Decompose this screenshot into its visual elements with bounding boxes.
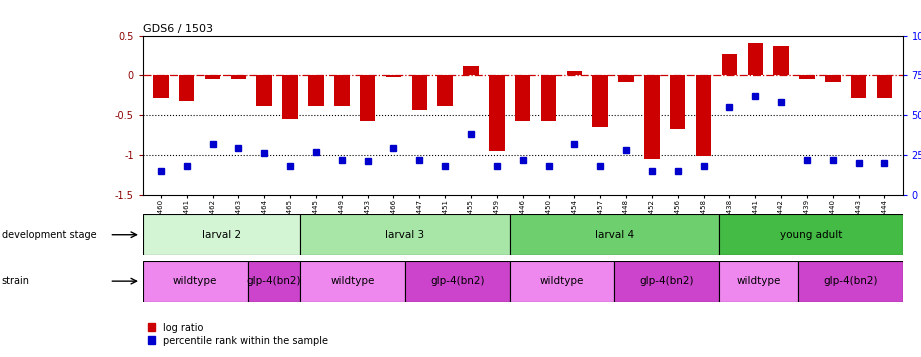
Bar: [256, 75, 272, 106]
Text: glp-4(bn2): glp-4(bn2): [823, 276, 878, 286]
Text: strain: strain: [2, 276, 29, 286]
Text: wildtype: wildtype: [330, 276, 375, 286]
Bar: [592, 75, 608, 127]
Bar: [825, 75, 841, 82]
Bar: [309, 75, 323, 106]
Text: larval 2: larval 2: [202, 230, 241, 240]
Bar: [618, 75, 634, 82]
Bar: [360, 75, 376, 121]
Text: development stage: development stage: [2, 230, 97, 240]
Bar: [153, 75, 169, 98]
Bar: [719, 214, 903, 255]
Bar: [283, 75, 297, 119]
Bar: [143, 261, 248, 302]
Text: wildtype: wildtype: [173, 276, 217, 286]
Bar: [248, 261, 300, 302]
Bar: [404, 261, 509, 302]
Text: GDS6 / 1503: GDS6 / 1503: [143, 24, 213, 34]
Bar: [774, 46, 789, 75]
Bar: [179, 75, 194, 101]
Bar: [799, 75, 815, 79]
Bar: [719, 261, 798, 302]
Legend: log ratio, percentile rank within the sample: log ratio, percentile rank within the sa…: [147, 323, 328, 346]
Bar: [515, 75, 530, 121]
Bar: [386, 75, 402, 77]
Bar: [798, 261, 903, 302]
Bar: [509, 214, 719, 255]
Bar: [722, 54, 737, 75]
Text: glp-4(bn2): glp-4(bn2): [639, 276, 694, 286]
Bar: [230, 75, 246, 79]
Bar: [644, 75, 659, 159]
Bar: [696, 75, 711, 156]
Bar: [614, 261, 719, 302]
Text: young adult: young adult: [780, 230, 842, 240]
Text: wildtype: wildtype: [736, 276, 781, 286]
Bar: [851, 75, 867, 98]
Text: glp-4(bn2): glp-4(bn2): [430, 276, 484, 286]
Text: glp-4(bn2): glp-4(bn2): [247, 276, 301, 286]
Bar: [877, 75, 892, 98]
Bar: [437, 75, 453, 106]
Bar: [463, 66, 479, 75]
Bar: [300, 261, 404, 302]
Bar: [670, 75, 685, 130]
Bar: [489, 75, 505, 151]
Text: larval 3: larval 3: [385, 230, 425, 240]
Bar: [412, 75, 427, 110]
Text: wildtype: wildtype: [540, 276, 584, 286]
Bar: [204, 75, 220, 79]
Bar: [300, 214, 509, 255]
Bar: [334, 75, 349, 106]
Bar: [509, 261, 614, 302]
Bar: [541, 75, 556, 121]
Text: larval 4: larval 4: [595, 230, 634, 240]
Bar: [566, 71, 582, 75]
Bar: [143, 214, 300, 255]
Bar: [748, 43, 763, 75]
